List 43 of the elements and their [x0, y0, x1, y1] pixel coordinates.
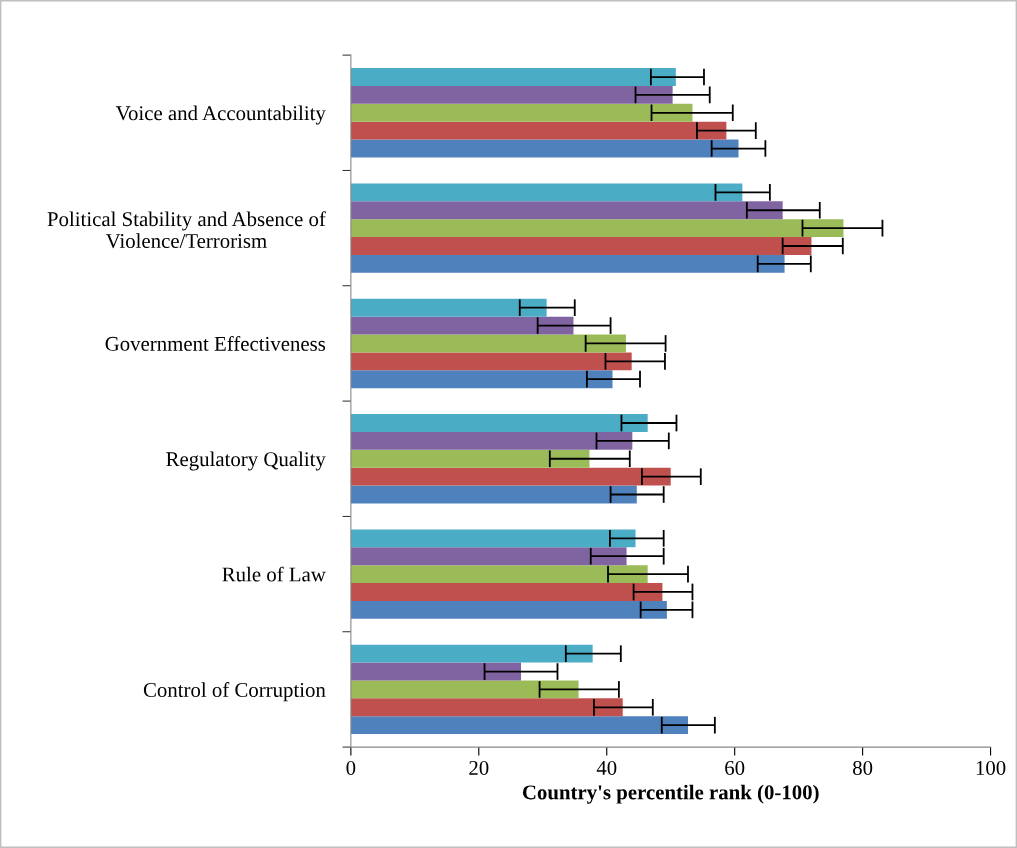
y-tick-label: Regulatory Quality [166, 451, 326, 471]
x-axis-title: Country's percentile rank (0-100) [522, 784, 819, 804]
bar [350, 600, 667, 619]
x-tick-label: 40 [596, 760, 617, 775]
y-tick-label: Control of Corruption [143, 682, 326, 702]
y-tick-label: Voice and Accountability [115, 105, 326, 125]
bar [350, 254, 785, 273]
bar [350, 547, 627, 566]
bar [350, 485, 637, 504]
x-tick-label: 20 [469, 760, 489, 775]
y-tick-label: Rule of Law [222, 566, 326, 582]
bar [350, 352, 632, 371]
bar [350, 529, 636, 548]
bar [350, 121, 727, 140]
bar [350, 644, 593, 663]
bar [350, 85, 673, 104]
bar [350, 334, 626, 353]
bar [350, 370, 613, 389]
bar [350, 449, 590, 468]
x-tick-label: 0 [346, 760, 356, 775]
bar [350, 298, 547, 317]
x-tick-label: 100 [976, 760, 1006, 775]
bar [350, 237, 812, 255]
bar [350, 680, 579, 699]
bar [350, 662, 522, 681]
bar [350, 219, 844, 238]
y-tick-label: Political Stability and Absence of Violence/Terrorism [47, 211, 326, 249]
bar [350, 201, 783, 220]
bar [350, 103, 693, 122]
y-tick-label: Government Effectiveness [105, 336, 326, 351]
bar [350, 431, 633, 450]
bar [350, 565, 648, 584]
bar [350, 716, 688, 735]
bar [350, 139, 739, 158]
bar [350, 467, 671, 486]
bar [350, 68, 676, 86]
bar [350, 414, 648, 432]
bar [350, 583, 663, 601]
bar [350, 183, 743, 202]
x-tick-label: 80 [853, 760, 873, 775]
bar [350, 316, 574, 335]
x-tick-label: 60 [725, 760, 745, 775]
bar [350, 698, 623, 717]
